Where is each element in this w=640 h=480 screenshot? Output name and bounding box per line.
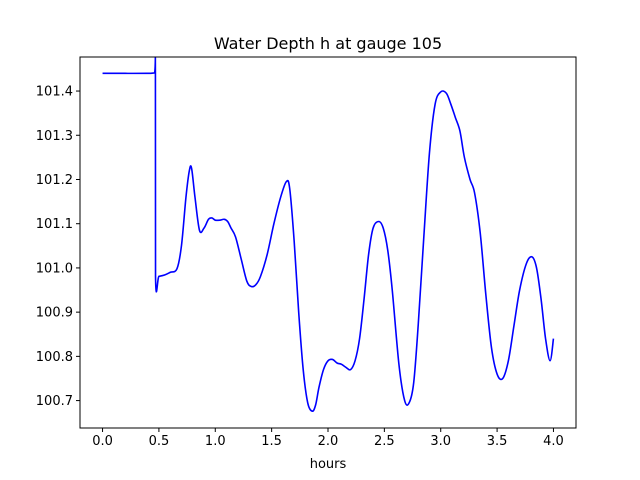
y-tick-label: 101.4	[36, 85, 73, 100]
y-tick-label: 100.9	[36, 306, 73, 321]
x-tick-label: 3.5	[487, 434, 508, 449]
y-tick-label: 100.8	[36, 350, 73, 365]
y-tick-label: 101.1	[36, 217, 73, 232]
y-axis: 100.7 100.8 100.9 101.0 101.1 101.2 101.3 101.4	[36, 85, 80, 409]
y-tick-label: 100.7	[36, 394, 73, 409]
x-tick-label: 0.0	[92, 434, 113, 449]
x-axis-label: hours	[310, 457, 347, 472]
y-tick-label: 101.0	[36, 261, 73, 276]
x-tick-label: 0.5	[149, 434, 170, 449]
x-tick-label: 2.5	[374, 434, 395, 449]
x-axis: 0.0 0.5 1.0 1.5 2.0 2.5 3.0 3.5 4.0	[92, 428, 564, 449]
chart-title: Water Depth h at gauge 105	[214, 34, 442, 53]
x-tick-label: 1.0	[205, 434, 226, 449]
x-tick-label: 4.0	[543, 434, 564, 449]
x-tick-label: 2.0	[318, 434, 339, 449]
y-tick-label: 101.3	[36, 129, 73, 144]
x-tick-label: 3.0	[430, 434, 451, 449]
y-tick-label: 101.2	[36, 173, 73, 188]
plot-area	[102, 57, 555, 413]
x-tick-label: 1.5	[261, 434, 282, 449]
series-line-0	[102, 57, 555, 413]
